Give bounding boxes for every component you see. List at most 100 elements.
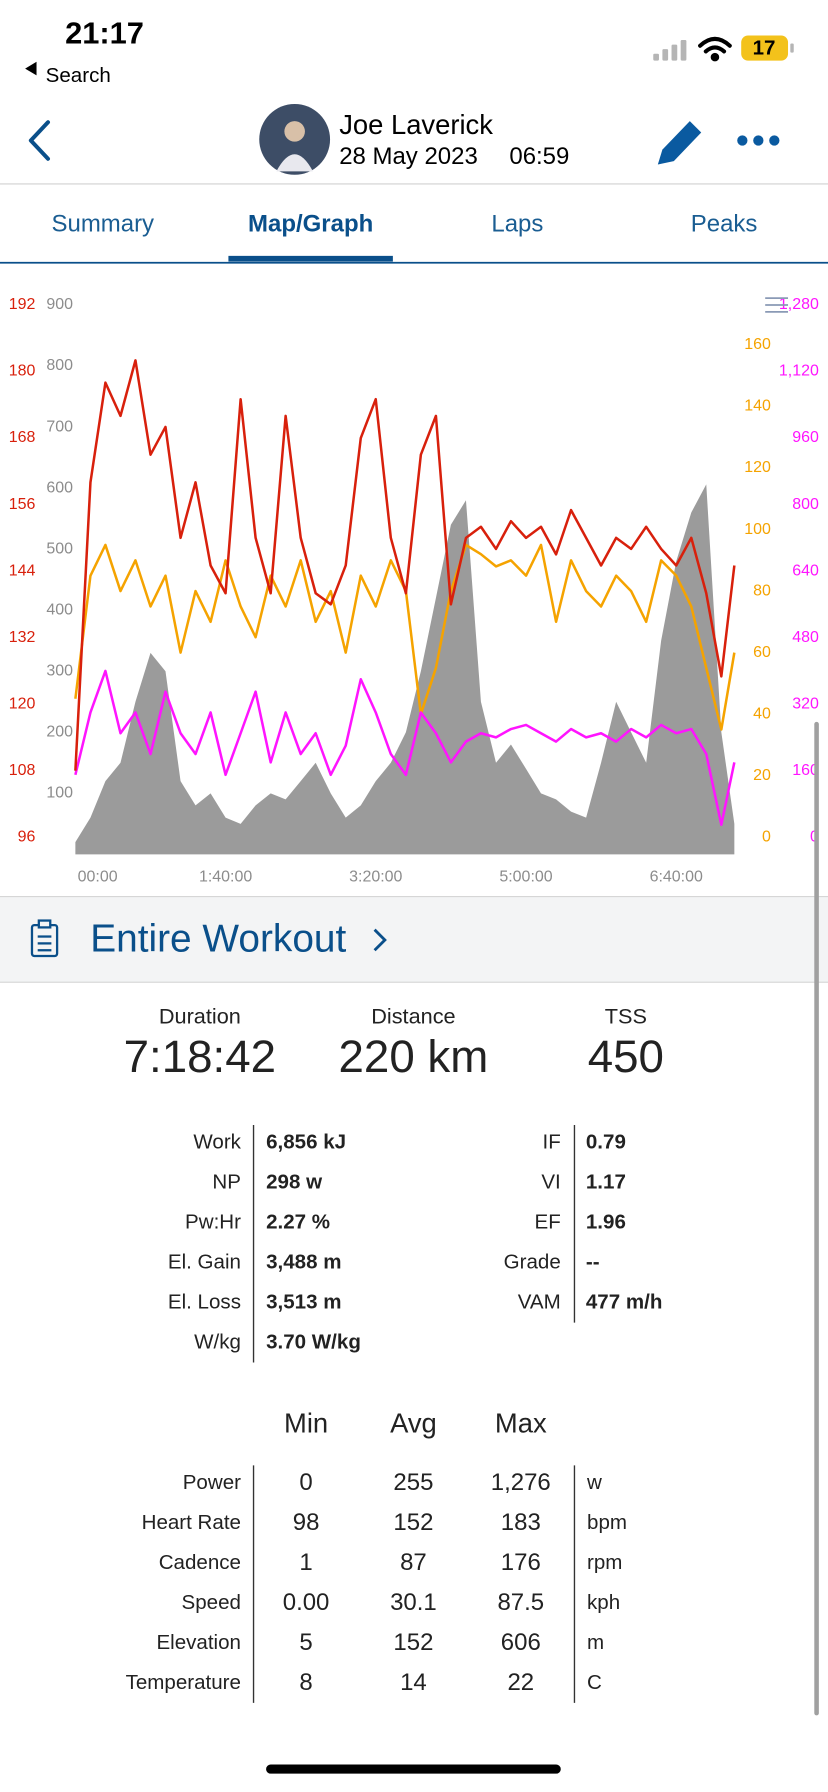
tab[interactable]: Peaks: [691, 210, 758, 237]
row-label: Heart Rate: [142, 1511, 241, 1534]
metric-label: El. Gain: [168, 1251, 241, 1274]
y-tick-label: 108: [9, 762, 36, 779]
metric-label: W/kg: [194, 1331, 241, 1354]
y-tick-label: 700: [46, 418, 73, 435]
metric-value: 3,513 m: [266, 1291, 341, 1314]
tab[interactable]: Map/Graph: [248, 210, 373, 237]
unit: C: [587, 1671, 602, 1694]
tab[interactable]: Summary: [52, 210, 155, 237]
series-line: [74, 543, 736, 731]
table-header: Avg: [390, 1408, 437, 1439]
x-tick-label: 5:00:00: [499, 868, 552, 885]
unit: w: [586, 1471, 602, 1494]
cell: 152: [393, 1509, 433, 1536]
row-label: Power: [183, 1471, 241, 1494]
y-tick-label: 1,120: [779, 363, 819, 380]
cell: 8: [299, 1669, 312, 1696]
unit: m: [587, 1631, 604, 1654]
section-chevron: [373, 928, 387, 952]
metric-value: 3,488 m: [266, 1251, 341, 1274]
y-tick-label: 480: [792, 629, 819, 646]
signal: [653, 40, 687, 61]
scrollbar: [814, 721, 819, 1716]
summary-label: Distance: [371, 1003, 455, 1028]
summary-value: 7:18:42: [124, 1031, 276, 1082]
y-tick-label: 0: [762, 828, 771, 845]
back-button[interactable]: [28, 120, 50, 161]
metric-label: Work: [193, 1131, 241, 1154]
y-tick-label: 100: [744, 521, 771, 538]
unit: bpm: [587, 1511, 627, 1534]
back-arrow-small[interactable]: [25, 61, 37, 76]
metric-value: 3.70 W/kg: [266, 1331, 361, 1354]
more-button[interactable]: [737, 135, 780, 146]
cell: 87: [400, 1549, 427, 1576]
tab-indicator: [228, 255, 393, 262]
avatar-body: [276, 154, 313, 172]
y-tick-label: 60: [753, 644, 771, 661]
stats: Duration 7:18:42 Distance 220 km TSS 450 Work 6…: [124, 1003, 664, 1703]
clock: 21:17: [65, 16, 144, 51]
workout-date: 28 May 2023: [339, 143, 478, 170]
workout-time: 06:59: [509, 143, 569, 170]
y-tick-label: 960: [792, 429, 819, 446]
summary-value: 220 km: [339, 1031, 489, 1082]
cell: 255: [393, 1469, 433, 1496]
series-line: [74, 669, 736, 826]
y-tick-label: 200: [46, 723, 73, 740]
wifi: [698, 36, 732, 62]
row-label: Elevation: [156, 1631, 241, 1654]
table-header: Min: [284, 1408, 328, 1439]
back-link[interactable]: Search: [46, 64, 111, 87]
cell: 87.5: [497, 1589, 544, 1616]
metric-label: NP: [212, 1171, 241, 1194]
avatar-face: [284, 121, 305, 142]
y-tick-label: 192: [9, 296, 36, 313]
unit: rpm: [587, 1551, 622, 1574]
y-tick-label: 132: [9, 629, 36, 646]
metric-label: El. Loss: [168, 1291, 241, 1314]
chart: 1002003004005006007008009009610812013214…: [9, 296, 819, 885]
metric-label: Pw:Hr: [185, 1211, 241, 1234]
y-tick-label: 800: [46, 357, 73, 374]
clipboard-icon: [30, 919, 59, 958]
y-tick-label: 96: [18, 828, 36, 845]
cell: 5: [299, 1629, 312, 1656]
athlete-name: Joe Laverick: [339, 109, 493, 140]
y-tick-label: 120: [9, 695, 36, 712]
table-header: Max: [495, 1408, 547, 1439]
cell: 14: [400, 1669, 427, 1696]
y-tick-label: 320: [792, 695, 819, 712]
battery-tip: [790, 43, 794, 53]
metric-value: 1.17: [586, 1171, 626, 1194]
y-tick-label: 140: [744, 398, 771, 415]
summary-label: Duration: [159, 1003, 241, 1028]
cell: 98: [293, 1509, 320, 1536]
cell: 0.00: [283, 1589, 330, 1616]
x-tick-label: 6:40:00: [650, 868, 703, 885]
cell: 1,276: [491, 1469, 551, 1496]
y-tick-label: 180: [9, 363, 36, 380]
tab-bar: Summary Map/Graph Laps Peaks: [52, 210, 758, 262]
y-tick-label: 400: [46, 601, 73, 618]
section-title[interactable]: Entire Workout: [90, 917, 346, 960]
metric-label: VI: [541, 1171, 560, 1194]
elevation-area: [75, 484, 735, 855]
metric-value: --: [586, 1251, 600, 1274]
row-label: Speed: [182, 1591, 241, 1614]
y-tick-label: 800: [792, 496, 819, 513]
chart-settings[interactable]: [765, 297, 789, 313]
tab[interactable]: Laps: [491, 210, 543, 237]
battery-level: 17: [753, 37, 776, 60]
edit-button[interactable]: [657, 121, 702, 165]
y-tick-label: 100: [46, 784, 73, 801]
y-tick-label: 300: [46, 662, 73, 679]
row-label: Temperature: [126, 1671, 241, 1694]
metric-value: 0.79: [586, 1131, 626, 1154]
cell: 30.1: [390, 1589, 437, 1616]
section-bar[interactable]: [0, 896, 828, 983]
cell: 1: [299, 1549, 312, 1576]
metric-value: 6,856 kJ: [266, 1131, 346, 1154]
